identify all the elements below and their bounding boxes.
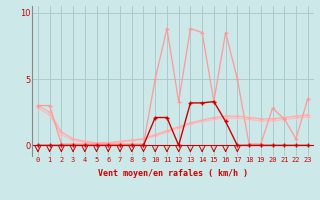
X-axis label: Vent moyen/en rafales ( km/h ): Vent moyen/en rafales ( km/h ) bbox=[98, 169, 248, 178]
